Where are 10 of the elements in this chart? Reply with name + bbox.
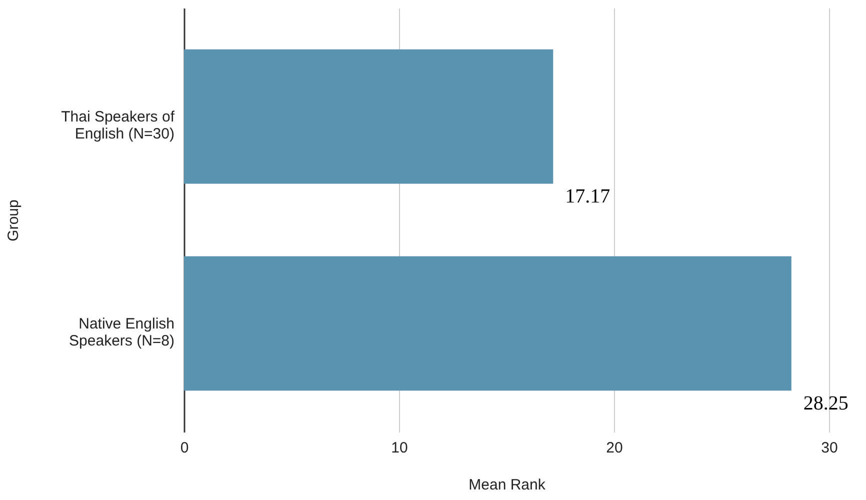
y-tick-label: Native English Speakers (N=8): [69, 315, 174, 350]
x-tick-label: 0: [180, 440, 189, 456]
x-axis-title: Mean Rank: [468, 476, 546, 494]
data-label: 17.17: [565, 186, 610, 208]
x-tick-label: 30: [821, 440, 838, 456]
y-tick-label: Thai Speakers of English (N=30): [61, 108, 176, 143]
data-label: 28.25: [803, 392, 848, 414]
x-tick-label: 20: [606, 440, 623, 456]
y-axis-title: Group: [5, 200, 22, 242]
x-tick-label: 10: [391, 440, 408, 456]
